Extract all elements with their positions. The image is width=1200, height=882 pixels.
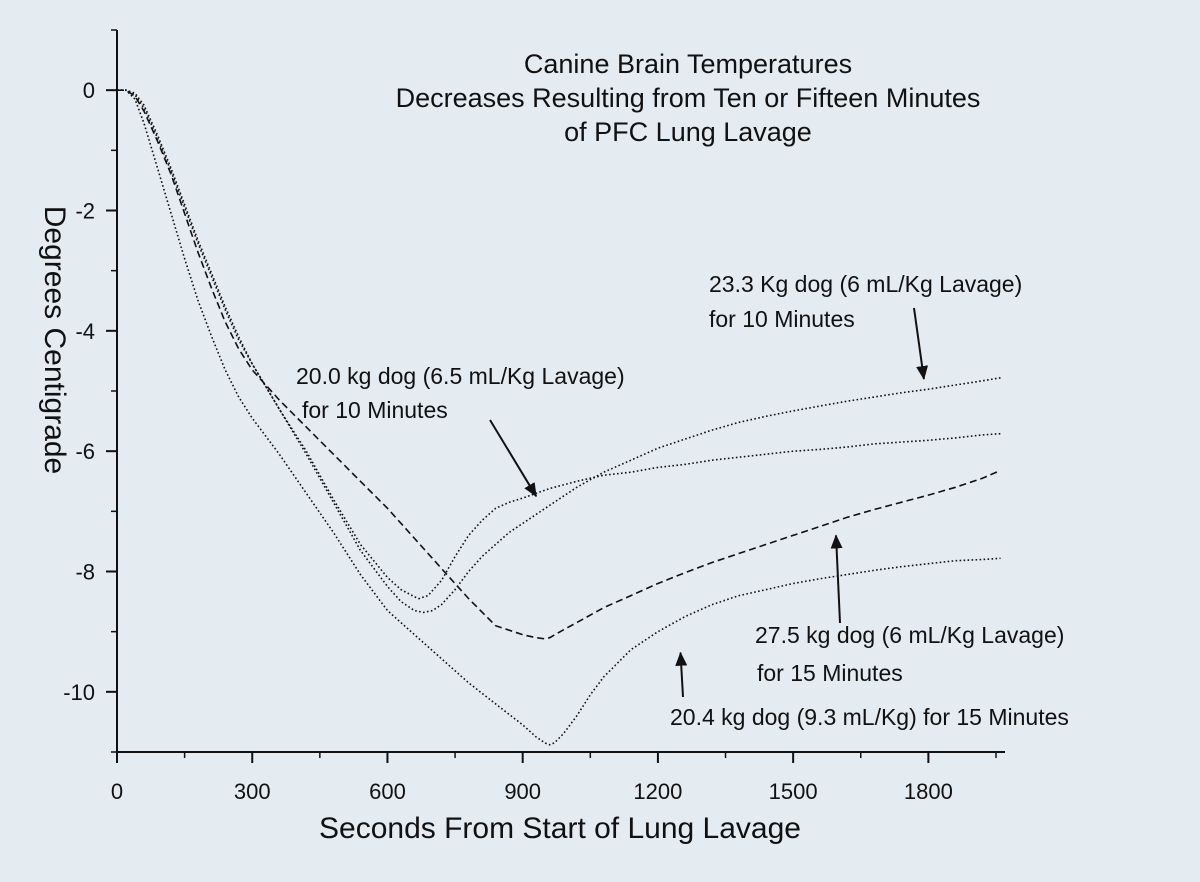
y-tick-label: -2 bbox=[75, 199, 95, 224]
annotation-27-5-kg-line-2: for 15 Minutes bbox=[757, 660, 903, 686]
x-tick-label: 1500 bbox=[769, 779, 818, 804]
x-tick-label: 1200 bbox=[633, 779, 682, 804]
chart-title: Canine Brain Temperatures Decreases Resu… bbox=[396, 49, 981, 147]
x-tick-label: 900 bbox=[504, 779, 541, 804]
annotation-20-0-kg-arrow bbox=[490, 420, 536, 496]
annotation-20-4-kg-arrow bbox=[681, 653, 684, 697]
annotation-20-0-kg-line-1: 20.0 kg dog (6.5 mL/Kg Lavage) bbox=[296, 363, 625, 389]
x-tick-label: 1800 bbox=[904, 779, 953, 804]
x-axis-title: Seconds From Start of Lung Lavage bbox=[319, 812, 801, 845]
y-tick-label: -6 bbox=[75, 439, 95, 464]
series-line-s23-3 bbox=[117, 90, 1001, 612]
x-tick-label: 300 bbox=[234, 779, 271, 804]
x-tick-label: 0 bbox=[111, 779, 123, 804]
annotation-20-0-kg-line-2: for 10 Minutes bbox=[302, 397, 448, 423]
annotation-23-3-kg-line-2: for 10 Minutes bbox=[709, 306, 855, 332]
annotation-27-5-kg-arrow bbox=[836, 535, 840, 623]
chart-title-line: Decreases Resulting from Ten or Fifteen … bbox=[396, 83, 981, 113]
annotations: 20.0 kg dog (6.5 mL/Kg Lavage) for 10 Mi… bbox=[296, 271, 1069, 730]
chart-title-line: Canine Brain Temperatures bbox=[524, 49, 852, 79]
annotation-27-5-kg-line-1: 27.5 kg dog (6 mL/Kg Lavage) bbox=[755, 622, 1064, 648]
series-line-s20-0 bbox=[117, 90, 1001, 598]
annotation-20-4-kg-line-1: 20.4 kg dog (9.3 mL/Kg) for 15 Minutes bbox=[670, 704, 1069, 730]
y-tick-label: 0 bbox=[83, 78, 95, 103]
y-tick-label: -10 bbox=[63, 680, 95, 705]
annotation-20-0-kg: 20.0 kg dog (6.5 mL/Kg Lavage) for 10 Mi… bbox=[296, 363, 625, 496]
annotation-23-3-kg-line-1: 23.3 Kg dog (6 mL/Kg Lavage) bbox=[709, 271, 1022, 297]
y-tick-label: -4 bbox=[75, 319, 95, 344]
annotation-23-3-kg: 23.3 Kg dog (6 mL/Kg Lavage) for 10 Minu… bbox=[709, 271, 1022, 379]
axes: 0 300 600 900 1200 1500 1800 0 -2 -4 -6 -8 -10 bbox=[63, 30, 1005, 804]
annotation-23-3-kg-arrow bbox=[914, 308, 924, 379]
chart-title-line: of PFC Lung Lavage bbox=[564, 117, 812, 147]
y-tick-label: -8 bbox=[75, 560, 95, 585]
annotation-27-5-kg: 27.5 kg dog (6 mL/Kg Lavage) for 15 Minu… bbox=[755, 535, 1064, 686]
x-tick-label: 600 bbox=[369, 779, 406, 804]
y-axis-title: Degrees Centigrade bbox=[38, 206, 71, 475]
